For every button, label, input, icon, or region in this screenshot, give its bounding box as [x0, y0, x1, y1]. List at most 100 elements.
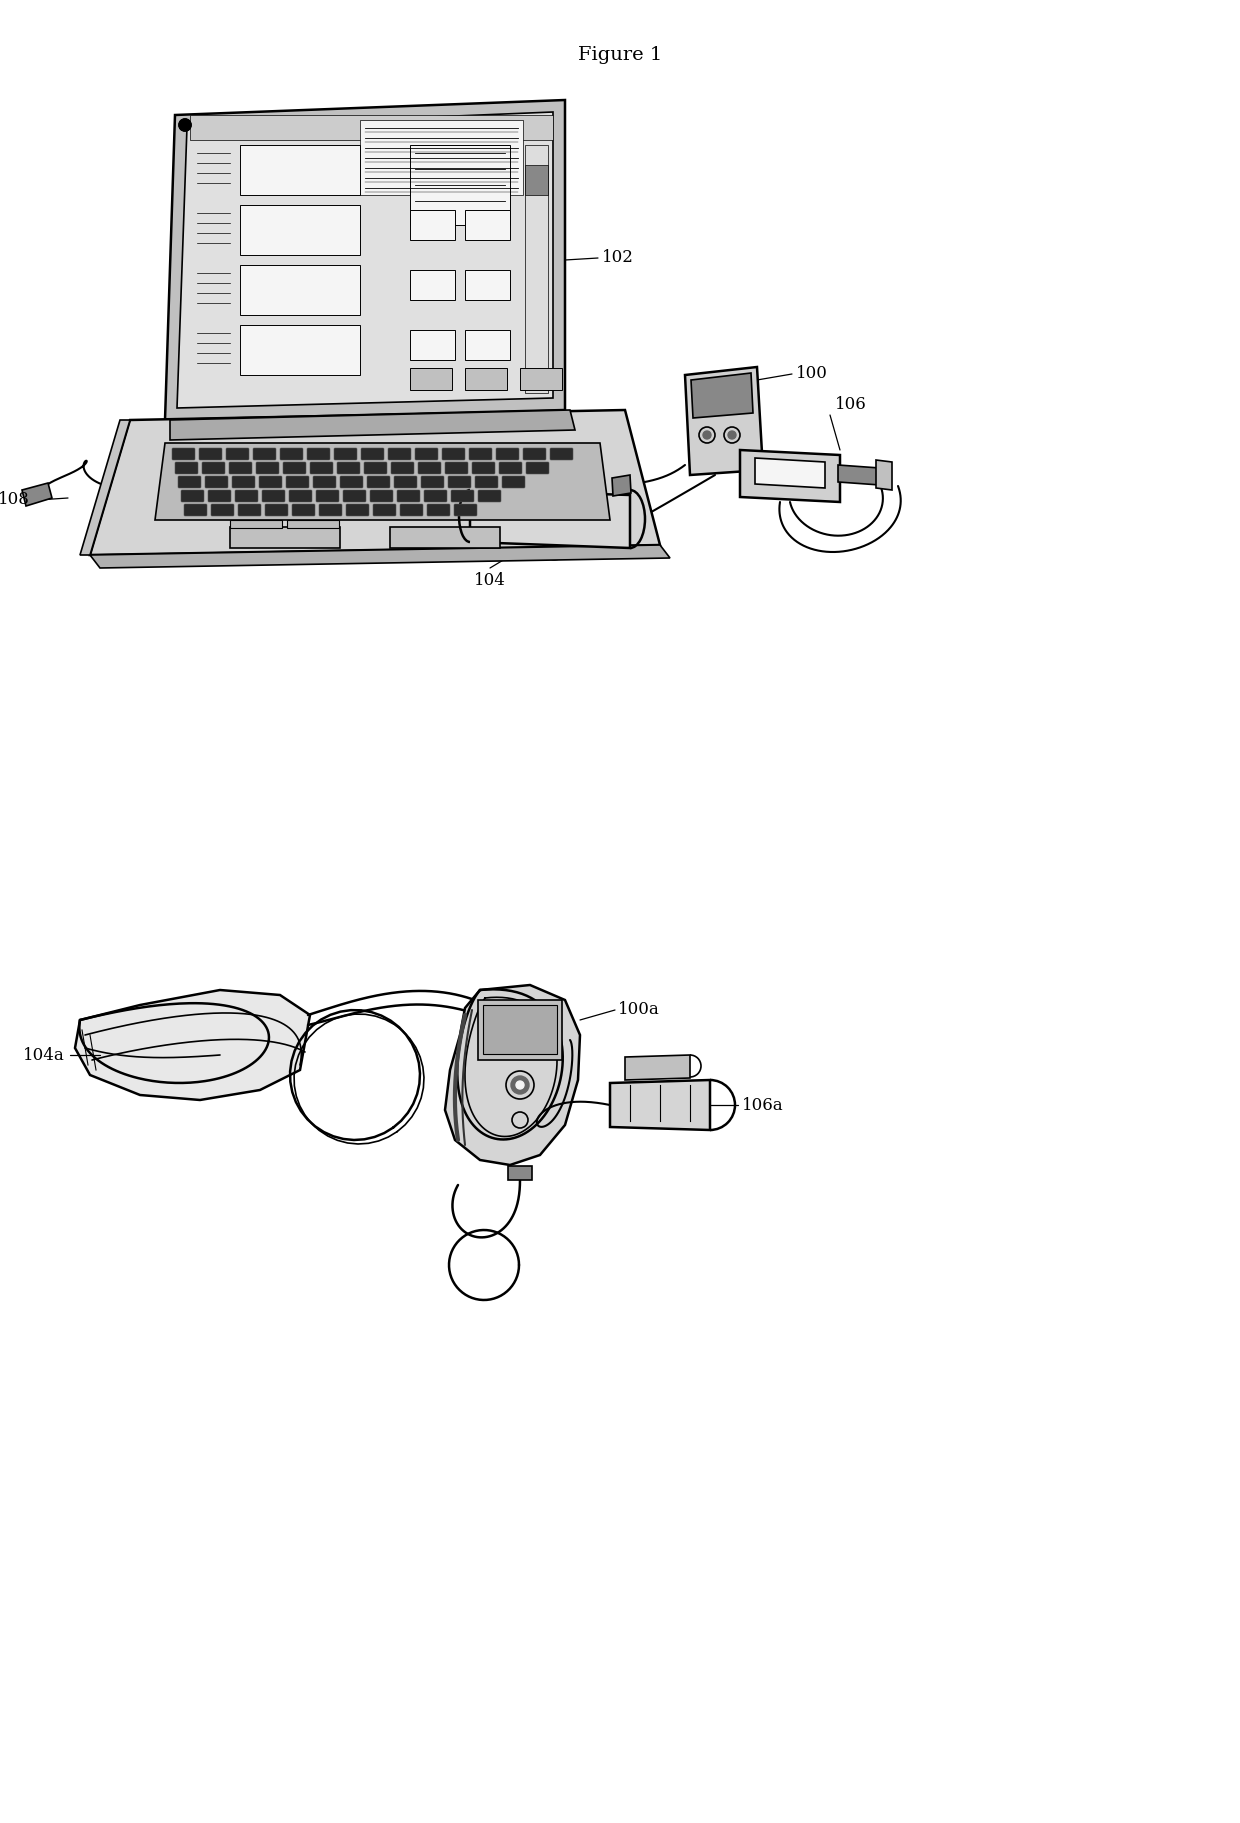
Polygon shape	[740, 450, 839, 501]
Polygon shape	[410, 368, 453, 390]
FancyBboxPatch shape	[551, 448, 573, 459]
Text: Figure 1: Figure 1	[578, 46, 662, 64]
FancyBboxPatch shape	[388, 448, 410, 459]
Circle shape	[179, 118, 191, 131]
FancyBboxPatch shape	[238, 503, 260, 516]
Polygon shape	[241, 324, 360, 376]
FancyBboxPatch shape	[280, 448, 303, 459]
Text: 104: 104	[474, 572, 506, 589]
Polygon shape	[177, 111, 553, 408]
FancyBboxPatch shape	[394, 476, 417, 489]
Text: 108: 108	[0, 492, 30, 509]
Circle shape	[511, 1076, 529, 1094]
Polygon shape	[613, 476, 631, 496]
Polygon shape	[391, 527, 500, 549]
FancyBboxPatch shape	[236, 490, 258, 501]
FancyBboxPatch shape	[172, 448, 195, 459]
FancyBboxPatch shape	[523, 448, 546, 459]
Polygon shape	[625, 1056, 689, 1079]
FancyBboxPatch shape	[370, 490, 393, 501]
FancyBboxPatch shape	[475, 476, 498, 489]
FancyBboxPatch shape	[286, 476, 309, 489]
FancyBboxPatch shape	[502, 476, 525, 489]
FancyBboxPatch shape	[401, 503, 423, 516]
FancyBboxPatch shape	[340, 476, 363, 489]
Circle shape	[728, 430, 737, 439]
Polygon shape	[410, 330, 455, 359]
FancyBboxPatch shape	[265, 503, 288, 516]
Polygon shape	[465, 330, 510, 359]
FancyBboxPatch shape	[289, 490, 312, 501]
FancyBboxPatch shape	[253, 448, 277, 459]
Polygon shape	[241, 204, 360, 255]
Polygon shape	[81, 419, 130, 554]
FancyBboxPatch shape	[346, 503, 370, 516]
FancyBboxPatch shape	[229, 461, 252, 474]
Polygon shape	[465, 270, 510, 301]
Polygon shape	[445, 984, 580, 1165]
FancyBboxPatch shape	[316, 490, 339, 501]
FancyBboxPatch shape	[448, 476, 471, 489]
FancyBboxPatch shape	[312, 476, 336, 489]
FancyBboxPatch shape	[496, 448, 520, 459]
FancyBboxPatch shape	[361, 448, 384, 459]
Polygon shape	[755, 458, 825, 489]
FancyBboxPatch shape	[202, 461, 224, 474]
FancyBboxPatch shape	[397, 490, 420, 501]
Polygon shape	[170, 410, 575, 439]
FancyBboxPatch shape	[334, 448, 357, 459]
FancyBboxPatch shape	[526, 461, 549, 474]
Circle shape	[516, 1081, 525, 1088]
Polygon shape	[286, 520, 339, 529]
Polygon shape	[91, 410, 660, 554]
FancyBboxPatch shape	[179, 476, 201, 489]
Polygon shape	[610, 1079, 711, 1130]
Polygon shape	[465, 210, 510, 241]
FancyBboxPatch shape	[418, 461, 441, 474]
Polygon shape	[229, 520, 281, 529]
Polygon shape	[508, 1167, 532, 1179]
Polygon shape	[241, 264, 360, 315]
Polygon shape	[410, 146, 510, 224]
FancyBboxPatch shape	[181, 490, 205, 501]
Polygon shape	[22, 483, 52, 507]
Polygon shape	[684, 366, 763, 476]
FancyBboxPatch shape	[211, 503, 234, 516]
FancyBboxPatch shape	[427, 503, 450, 516]
FancyBboxPatch shape	[319, 503, 342, 516]
Polygon shape	[360, 120, 523, 195]
FancyBboxPatch shape	[365, 461, 387, 474]
Polygon shape	[465, 368, 507, 390]
FancyBboxPatch shape	[208, 490, 231, 501]
Text: 100a: 100a	[618, 1001, 660, 1019]
Text: 100: 100	[796, 365, 828, 383]
FancyBboxPatch shape	[308, 448, 330, 459]
FancyBboxPatch shape	[291, 503, 315, 516]
FancyBboxPatch shape	[441, 448, 465, 459]
FancyBboxPatch shape	[262, 490, 285, 501]
FancyBboxPatch shape	[451, 490, 474, 501]
Text: 104a: 104a	[24, 1046, 64, 1063]
FancyBboxPatch shape	[454, 503, 477, 516]
FancyBboxPatch shape	[445, 461, 467, 474]
FancyBboxPatch shape	[415, 448, 438, 459]
Polygon shape	[520, 368, 562, 390]
Circle shape	[703, 430, 711, 439]
FancyBboxPatch shape	[198, 448, 222, 459]
FancyBboxPatch shape	[184, 503, 207, 516]
FancyBboxPatch shape	[259, 476, 281, 489]
FancyBboxPatch shape	[232, 476, 255, 489]
FancyBboxPatch shape	[205, 476, 228, 489]
Polygon shape	[74, 990, 310, 1099]
Polygon shape	[838, 465, 880, 485]
FancyBboxPatch shape	[310, 461, 334, 474]
Polygon shape	[155, 443, 610, 520]
FancyBboxPatch shape	[422, 476, 444, 489]
Polygon shape	[484, 1004, 557, 1054]
FancyBboxPatch shape	[367, 476, 391, 489]
FancyBboxPatch shape	[337, 461, 360, 474]
FancyBboxPatch shape	[424, 490, 446, 501]
Polygon shape	[241, 146, 360, 195]
Polygon shape	[165, 100, 565, 419]
FancyBboxPatch shape	[175, 461, 198, 474]
